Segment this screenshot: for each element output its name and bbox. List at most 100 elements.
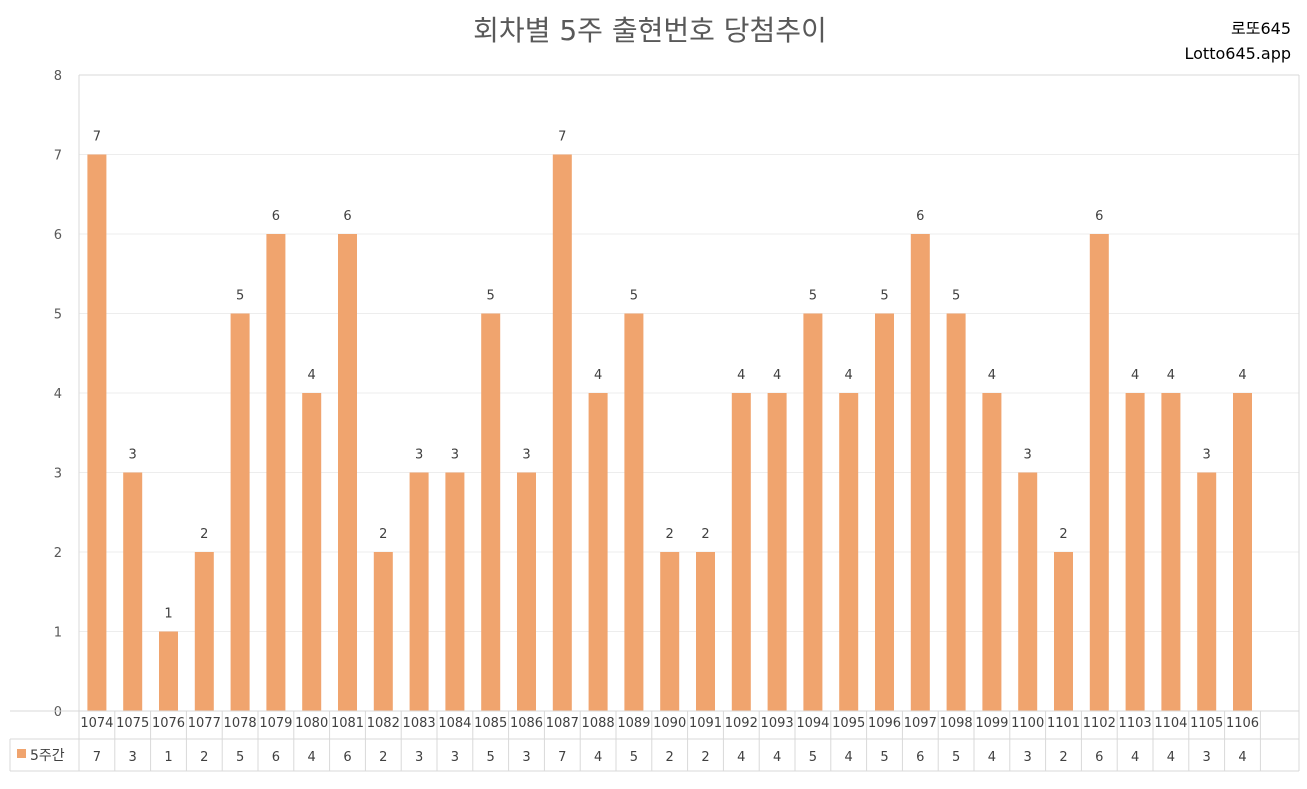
data-label: 3: [1024, 448, 1032, 463]
x-tick-label: 1088: [582, 716, 615, 731]
x-tick-label: 1076: [152, 716, 185, 731]
table-cell: 1: [164, 750, 172, 765]
x-tick-label: 1074: [80, 716, 113, 731]
x-tick-label: 1085: [474, 716, 507, 731]
data-label: 2: [379, 527, 387, 542]
table-cell: 2: [379, 750, 387, 765]
bar: [767, 393, 787, 711]
bar: [159, 631, 178, 711]
bar: [230, 313, 250, 711]
x-tick-label: 1077: [188, 716, 221, 731]
data-label: 4: [1167, 368, 1175, 383]
x-tick-label: 1103: [1119, 716, 1152, 731]
data-label: 2: [701, 527, 709, 542]
bar: [588, 393, 608, 711]
data-label: 4: [308, 368, 316, 383]
data-label: 1: [164, 607, 172, 622]
data-label: 2: [1059, 527, 1067, 542]
brand-url: Lotto645.app: [1185, 44, 1292, 63]
x-tick-label: 1084: [438, 716, 471, 731]
y-tick-label: 2: [54, 546, 62, 561]
bar: [731, 393, 751, 711]
table-cell: 4: [594, 750, 602, 765]
x-tick-label: 1075: [116, 716, 149, 731]
x-tick-label: 1090: [653, 716, 686, 731]
bar: [875, 313, 894, 711]
x-tick-label: 1102: [1083, 716, 1116, 731]
y-tick-label: 7: [54, 149, 62, 164]
bar: [338, 234, 357, 711]
y-tick-label: 5: [54, 308, 62, 323]
data-label: 4: [988, 368, 996, 383]
data-label: 5: [236, 289, 244, 304]
data-label: 6: [343, 209, 351, 224]
x-tick-label: 1105: [1190, 716, 1223, 731]
bar: [445, 472, 465, 711]
y-tick-label: 8: [54, 69, 62, 84]
data-label: 3: [129, 448, 137, 463]
x-tick-label: 1100: [1011, 716, 1044, 731]
data-label: 3: [1203, 448, 1211, 463]
bar: [1161, 393, 1181, 711]
table-cell: 5: [880, 750, 888, 765]
data-label: 4: [773, 368, 781, 383]
table-cell: 4: [1238, 750, 1246, 765]
table-cell: 3: [1024, 750, 1032, 765]
bar: [194, 552, 214, 711]
data-label: 6: [1095, 209, 1103, 224]
bar: [87, 154, 107, 711]
data-label: 4: [737, 368, 745, 383]
x-tick-label: 1095: [832, 716, 865, 731]
x-tick-label: 1078: [224, 716, 257, 731]
table-cell: 2: [666, 750, 674, 765]
table-cell: 5: [809, 750, 817, 765]
bar: [302, 393, 322, 711]
data-label: 7: [93, 130, 101, 145]
table-cell: 3: [451, 750, 459, 765]
table-cell: 5: [236, 750, 244, 765]
bar: [481, 313, 501, 711]
table-cell: 2: [1059, 750, 1067, 765]
table-cell: 4: [1167, 750, 1175, 765]
y-tick-label: 1: [54, 626, 62, 641]
table-cell: 6: [916, 750, 924, 765]
data-label: 4: [1238, 368, 1246, 383]
table-cell: 2: [701, 750, 709, 765]
y-tick-label: 0: [54, 705, 62, 720]
x-tick-label: 1081: [331, 716, 364, 731]
table-cell: 5: [630, 750, 638, 765]
table-cell: 3: [522, 750, 530, 765]
data-label: 4: [1131, 368, 1139, 383]
table-cell: 6: [272, 750, 280, 765]
x-tick-label: 1101: [1047, 716, 1080, 731]
plot-area: 0 1 2 3 4 5 6 7 8 7 3 1 2 5 6 4 6 2 3 3 5 3 7 4 5 2 2 4 4 5 4 5 6 5 4 3 2 6 4 4…: [9, 69, 1300, 772]
bar: [982, 393, 1002, 711]
series-name: 5주간: [30, 748, 65, 764]
x-tick-label: 1086: [510, 716, 543, 731]
bar: [552, 154, 572, 711]
data-label: 3: [522, 448, 530, 463]
table-cell: 2: [200, 750, 208, 765]
data-label: 5: [630, 289, 638, 304]
x-tick-label: 1089: [617, 716, 650, 731]
table-cell: 5: [952, 750, 960, 765]
table-cell: 3: [415, 750, 423, 765]
brand-name: 로또645: [1231, 19, 1291, 38]
x-tick-label: 1106: [1226, 716, 1259, 731]
bar: [1054, 552, 1073, 711]
bar: [517, 472, 536, 711]
data-label: 5: [880, 289, 888, 304]
table-cell: 6: [343, 750, 351, 765]
bar: [803, 313, 823, 711]
x-tick-label: 1096: [868, 716, 901, 731]
x-tick-label: 1104: [1154, 716, 1187, 731]
bar: [373, 552, 393, 711]
table-cell: 3: [129, 750, 137, 765]
bar: [624, 313, 644, 711]
table-cell: 7: [93, 750, 101, 765]
x-tick-label: 1083: [403, 716, 436, 731]
x-tick-label: 1080: [295, 716, 328, 731]
y-tick-label: 3: [54, 467, 62, 482]
bar: [946, 313, 966, 711]
